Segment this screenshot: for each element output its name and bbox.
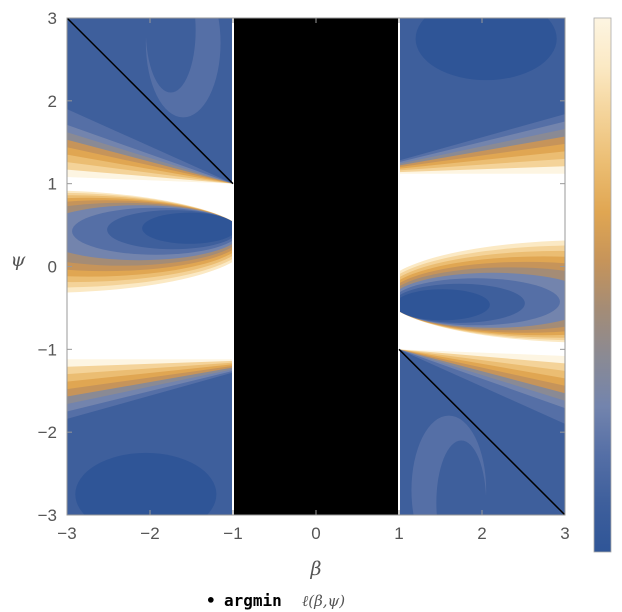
legend-label: argmin	[224, 591, 282, 610]
x-tick-label: 3	[560, 524, 569, 543]
contour-band	[145, 18, 196, 93]
contour-band	[415, 18, 557, 81]
left-contour-region	[67, 18, 233, 515]
x-tick-label: −1	[223, 524, 242, 543]
contour-band	[142, 212, 233, 244]
y-tick-label: 3	[48, 9, 57, 28]
legend: • argmin ℓ(β,ψ)	[206, 591, 345, 610]
contour-band	[399, 289, 490, 321]
y-tick-label: −3	[38, 506, 57, 525]
colorbar-gradient	[593, 17, 612, 553]
y-tick-label: 2	[48, 92, 57, 111]
x-axis-label: β	[310, 558, 322, 580]
right-contour-region	[399, 18, 565, 515]
x-tick-label: 0	[311, 524, 320, 543]
argmin-line	[66, 17, 234, 185]
x-tick-label: 2	[477, 524, 486, 543]
legend-expression: ℓ(β,ψ)	[302, 592, 345, 610]
legend-marker: •	[206, 591, 216, 610]
x-tick-label: 1	[394, 524, 403, 543]
axis-ticks: −3 −2 −1 0 1 2 3 −3 −2 −1 0 1 2 3	[38, 9, 570, 543]
colorbar	[593, 17, 612, 553]
argmin-lines	[66, 17, 566, 516]
contour-band	[75, 452, 217, 515]
x-tick-label: −3	[57, 524, 76, 543]
masked-region	[233, 18, 399, 515]
y-tick-label: 0	[48, 258, 57, 277]
y-tick-label: −2	[38, 423, 57, 442]
x-tick-label: −2	[140, 524, 159, 543]
y-axis-label: ψ	[11, 249, 27, 271]
y-tick-label: −1	[38, 340, 57, 359]
argmin-line	[398, 348, 566, 516]
y-tick-label: 1	[48, 175, 57, 194]
contour-band	[436, 440, 487, 515]
